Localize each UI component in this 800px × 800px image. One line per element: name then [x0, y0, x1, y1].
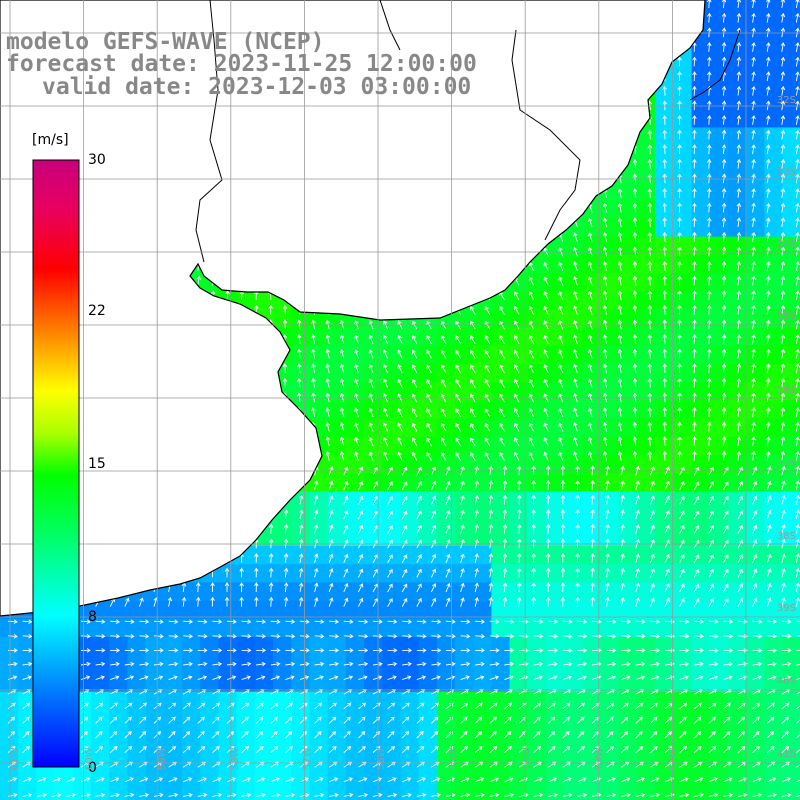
- lon-label: 54W: [522, 747, 533, 770]
- lon-label: 59W: [157, 747, 168, 770]
- colorbar-tick: 30: [88, 152, 106, 168]
- colorbar-tick: 15: [88, 456, 106, 472]
- border-line: [379, 0, 401, 51]
- lon-label: 52W: [668, 747, 679, 770]
- lat-label: 41S: [776, 749, 796, 760]
- lon-label: 58W: [230, 747, 241, 770]
- lat-label: 39S: [776, 603, 796, 614]
- colorbar-tick: 0: [88, 760, 97, 776]
- model-title: modelo GEFS-WAVE (NCEP): [6, 29, 325, 55]
- valid-date: valid date: 2023-12-03 03:00:00: [42, 74, 472, 100]
- lat-label: 37S: [776, 458, 796, 469]
- lat-label: 38S: [776, 531, 796, 542]
- lat-label: 36S: [776, 385, 796, 396]
- border-line: [511, 29, 581, 241]
- lat-label: 33S: [776, 167, 796, 178]
- colorbar: [32, 159, 80, 768]
- colorbar-tick: 8: [88, 609, 97, 625]
- border-line: [689, 29, 741, 101]
- lon-label: 60W: [84, 747, 95, 770]
- lon-label: 53W: [594, 747, 605, 770]
- lat-label: 34S: [776, 239, 796, 250]
- border-line: [195, 0, 223, 263]
- colorbar-tick: 22: [88, 303, 106, 319]
- forecast-date: forecast date: 2023-11-25 12:00:00: [6, 51, 477, 77]
- lon-label: 61W: [10, 747, 21, 770]
- lat-label: 35S: [776, 311, 796, 322]
- lon-label: 56W: [376, 747, 387, 770]
- lon-label: 55W: [448, 747, 459, 770]
- lat-label: 32S: [776, 95, 796, 106]
- lon-label: 57W: [302, 747, 313, 770]
- lat-label: 40S: [776, 676, 796, 687]
- colorbar-unit: [m/s]: [32, 132, 69, 148]
